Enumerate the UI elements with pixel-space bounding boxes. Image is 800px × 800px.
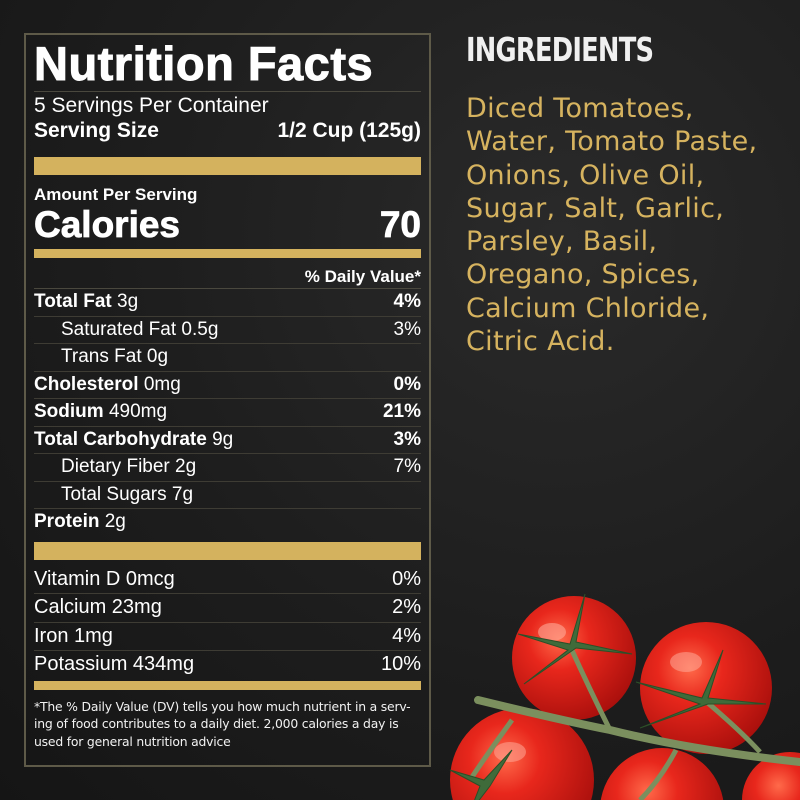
nutrient-row-trans-fat: Trans Fat 0g: [34, 344, 421, 372]
nutrient-list: Total Fat 3g 4% Saturated Fat 0.5g 3% Tran…: [34, 289, 421, 536]
vitamin-row-calcium: Calcium 23mg 2%: [34, 594, 421, 623]
nutrient-name: Sodium: [34, 401, 104, 422]
servings-per-container: 5 Servings Per Container: [34, 94, 269, 117]
vitamin-dv: 4%: [392, 624, 421, 647]
nutrient-row-total-carbohydrate: Total Carbohydrate 9g 3%: [34, 427, 421, 454]
vitamin-row-potassium: Potassium 434mg 10%: [34, 651, 421, 679]
nutrient-row-total-sugars: Total Sugars 7g: [34, 482, 421, 509]
tomato-vine-image: [449, 593, 800, 800]
nutrient-dv: 4%: [393, 291, 421, 312]
nutrient-amount: 490mg: [108, 401, 168, 422]
divider-thick-vitamins: [34, 541, 421, 560]
serving-size-label: Serving Size: [34, 119, 159, 142]
vitamin-label: Potassium 434mg: [34, 653, 195, 675]
nutrient-dv: 0%: [393, 373, 421, 395]
nutrient-name: Dietary Fiber: [61, 456, 170, 477]
nutrient-dv: 7%: [393, 456, 421, 477]
vitamin-dv: 10%: [380, 653, 421, 675]
serving-size-row: Serving Size 1/2 Cup (125g): [34, 118, 421, 144]
nutrient-amount: 3g: [117, 291, 139, 312]
vitamin-label: Calcium 23mg: [34, 596, 162, 618]
daily-value-header: % Daily Value*: [34, 266, 421, 289]
nutrient-amount: 0.5g: [181, 318, 219, 340]
nutrient-amount: 0g: [146, 346, 169, 367]
nutrient-row-dietary-fiber: Dietary Fiber 2g 7%: [34, 454, 421, 482]
nutrient-amount: 2g: [104, 511, 126, 532]
vitamin-dv: 0%: [392, 567, 421, 590]
divider-medium: [34, 249, 421, 258]
nutrition-facts-panel: Nutrition Facts 5 Servings Per Container…: [24, 33, 431, 767]
nutrient-row-sodium: Sodium 490mg 21%: [34, 399, 421, 427]
nutrient-dv: 3%: [393, 428, 421, 450]
serving-size-value: 1/2 Cup (125g): [277, 119, 421, 142]
nutrient-name: Protein: [34, 511, 100, 532]
nutrient-row-saturated-fat: Saturated Fat 0.5g 3%: [34, 317, 421, 344]
nutrient-name: Total Sugars: [61, 483, 167, 505]
vitamin-label: Iron 1mg: [34, 624, 113, 647]
nutrition-title: Nutrition Facts: [34, 38, 421, 92]
ingredients-title: INGREDIENTS: [466, 30, 654, 69]
divider-thick: [34, 157, 421, 175]
divider-medium-footnote: [34, 680, 421, 690]
calories-value: 70: [379, 204, 421, 245]
ingredients-list: Diced Tomatoes, Water, Tomato Paste, Oni…: [466, 93, 758, 358]
calories-label: Calories: [34, 204, 181, 245]
nutrient-dv: 21%: [382, 401, 421, 422]
daily-value-footnote: *The % Daily Value (DV) tells you how mu…: [34, 698, 411, 749]
vitamin-list: Vitamin D 0mcg 0% Calcium 23mg 2% Iron 1mg…: [34, 566, 421, 679]
nutrient-row-total-fat: Total Fat 3g 4%: [34, 289, 421, 317]
calories-row: Calories 70: [34, 204, 422, 245]
nutrient-amount: 9g: [212, 428, 234, 450]
nutrient-name: Cholesterol: [34, 373, 139, 395]
nutrient-row-cholesterol: Cholesterol 0mg 0%: [34, 372, 421, 399]
vitamin-label: Vitamin D 0mcg: [34, 567, 175, 590]
nutrient-amount: 2g: [175, 456, 197, 477]
nutrient-amount: 0mg: [143, 373, 181, 395]
nutrient-name: Saturated Fat: [61, 318, 177, 340]
nutrient-row-protein: Protein 2g: [34, 509, 421, 536]
amount-per-serving: Amount Per Serving: [34, 185, 198, 204]
nutrient-name: Total Fat: [34, 291, 112, 312]
nutrient-name: Total Carbohydrate: [34, 428, 207, 450]
nutrient-name: Trans Fat: [61, 346, 142, 367]
nutrient-dv: 3%: [393, 318, 421, 340]
vitamin-dv: 2%: [392, 596, 421, 618]
vitamin-row-iron: Iron 1mg 4%: [34, 623, 421, 651]
nutrient-amount: 7g: [171, 483, 194, 505]
vitamin-row-vitamin-d: Vitamin D 0mcg 0%: [34, 566, 421, 594]
